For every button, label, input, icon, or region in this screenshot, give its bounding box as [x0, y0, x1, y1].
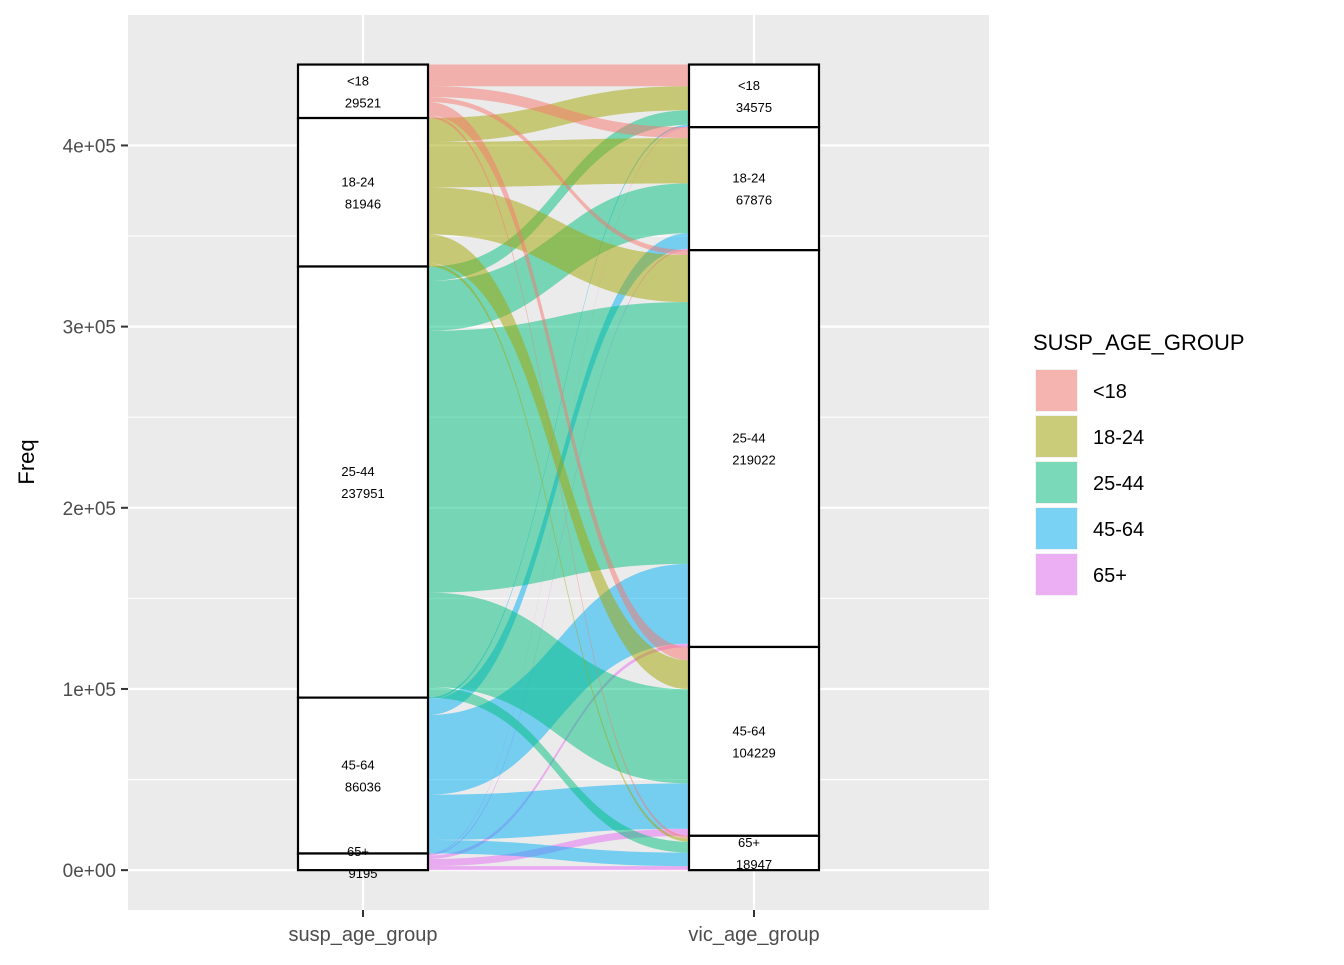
susp-stratum-box [296, 265, 430, 699]
vic-stratum-count: 18947 [736, 857, 772, 872]
vic-stratum-box [687, 126, 821, 252]
legend-label: 18-24 [1093, 427, 1144, 449]
legend-swatch [1036, 370, 1077, 411]
x-tick-label: susp_age_group [288, 924, 437, 946]
legend-swatch [1036, 416, 1077, 457]
flow-25-44-to-<18 [428, 110, 689, 281]
flow-<18-to-<18 [428, 64, 689, 87]
x-tick-label: vic_age_group [688, 924, 819, 946]
susp-stratum-count: 81946 [345, 196, 381, 211]
flow-<18-to-18-24 [428, 86, 689, 139]
susp-stratum-box [296, 116, 430, 268]
legend-swatch [1036, 508, 1077, 549]
susp-stratum-count: 9195 [349, 866, 378, 881]
flow-65+-to-65+ [428, 866, 689, 871]
legend-label: 45-64 [1093, 519, 1144, 541]
susp-stratum-label: 18-24 [341, 174, 374, 189]
susp-stratum-label: 25-44 [341, 464, 374, 479]
y-tick-label: 0e+00 [63, 861, 116, 882]
vic-stratum-count: 104229 [732, 745, 775, 760]
flow-25-44-to-65+ [428, 686, 689, 853]
vic-stratum-label: 65+ [738, 835, 760, 850]
flow-<18-to-25-44 [428, 97, 689, 256]
legend: SUSP_AGE_GROUP <18 18-24 25-44 45-64 65+ [1033, 330, 1245, 596]
flow-<18-to-65+ [428, 115, 689, 839]
flow-<18-to-45-64 [428, 102, 689, 661]
susp-stratum-count: 237951 [341, 486, 384, 501]
y-tick-label: 4e+05 [63, 136, 116, 157]
vic-stratum-count: 67876 [736, 193, 772, 208]
flow-18-24-to-18-24 [428, 138, 689, 188]
vic-stratum-label: <18 [738, 78, 760, 93]
susp-stratum-count: 86036 [345, 780, 381, 795]
flow-18-24-to-65+ [428, 263, 689, 842]
susp-stratum-label: 45-64 [341, 758, 374, 773]
legend-title: SUSP_AGE_GROUP [1033, 330, 1245, 355]
legend-label: <18 [1093, 381, 1127, 403]
legend-swatch [1036, 462, 1077, 503]
legend-swatch [1036, 554, 1077, 595]
vic-stratum-box [687, 249, 821, 649]
flow-18-24-to-25-44 [428, 187, 689, 303]
y-tick-label: 2e+05 [63, 499, 116, 520]
vic-stratum-box [687, 834, 821, 872]
vic-stratum-count: 219022 [732, 453, 775, 468]
flow-layer [428, 64, 689, 871]
susp-stratum-label: 65+ [347, 844, 369, 859]
legend-label: 25-44 [1093, 473, 1144, 495]
axis-layer: 0e+00 1e+05 2e+05 3e+05 4e+05 susp_age_group v… [63, 136, 820, 946]
y-axis-title: Freq [14, 439, 39, 484]
susp-stratum-count: 29521 [345, 95, 381, 110]
flow-65+-to-25-44 [428, 643, 689, 859]
susp-stratum-label: <18 [347, 73, 369, 88]
flow-45-64-to-65+ [428, 840, 689, 867]
susp-stratum-box [296, 852, 430, 872]
legend-label: 65+ [1093, 565, 1127, 587]
flow-18-24-to-45-64 [428, 234, 689, 690]
strata-layer: <18 29521 18-24 81946 25-44 237951 45-64 86036 6… [296, 63, 821, 881]
susp-stratum-box [296, 696, 430, 855]
vic-stratum-box [687, 645, 821, 837]
vic-stratum-count: 34575 [736, 100, 772, 115]
susp-stratum-box [296, 63, 430, 120]
vic-stratum-label: 25-44 [732, 431, 765, 446]
flow-25-44-to-45-64 [428, 592, 689, 784]
vic-stratum-box [687, 63, 821, 129]
y-tick-label: 1e+05 [63, 680, 116, 701]
y-tick-label: 3e+05 [63, 318, 116, 339]
vic-stratum-label: 45-64 [732, 723, 765, 738]
vic-stratum-label: 18-24 [732, 171, 765, 186]
